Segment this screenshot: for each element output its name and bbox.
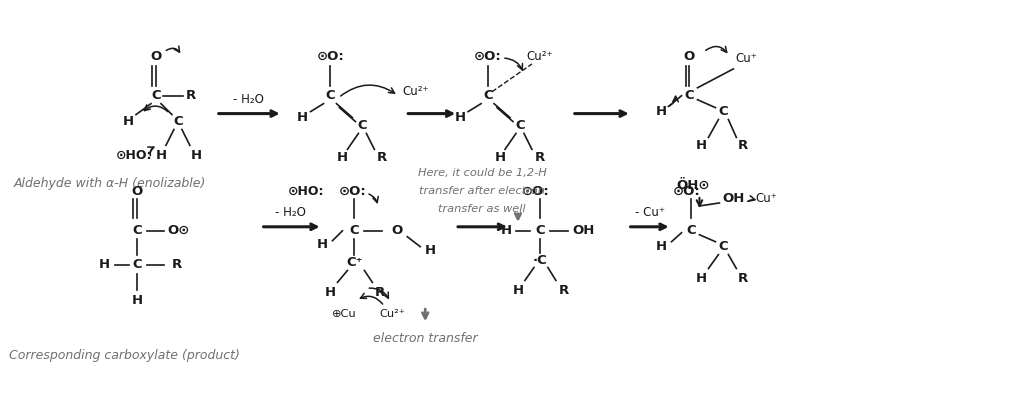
Text: ⊙O:: ⊙O: (474, 49, 501, 62)
Text: H: H (132, 294, 143, 307)
Text: - H₂O: - H₂O (233, 93, 264, 106)
Text: H: H (656, 240, 668, 253)
Text: OH: OH (722, 192, 745, 205)
Text: H: H (696, 139, 707, 152)
Text: H: H (513, 284, 524, 297)
Text: OH: OH (572, 224, 595, 237)
Text: ⊙O:: ⊙O: (673, 184, 700, 198)
Text: H: H (123, 115, 134, 128)
Text: R: R (172, 258, 182, 271)
Text: R: R (738, 139, 749, 152)
Text: Here, it could be 1,2-H: Here, it could be 1,2-H (417, 168, 546, 178)
Text: Cu⁺: Cu⁺ (756, 192, 777, 205)
Text: C: C (173, 115, 182, 128)
Text: Aldehyde with α-H (enolizable): Aldehyde with α-H (enolizable) (13, 177, 206, 190)
Text: H: H (424, 244, 436, 257)
Text: ⊙O:: ⊙O: (317, 49, 344, 62)
Text: ⊙O:: ⊙O: (338, 184, 367, 198)
Text: H: H (325, 286, 336, 299)
Text: ⊙HO:: ⊙HO: (289, 184, 325, 198)
Text: C: C (325, 89, 335, 102)
Text: R: R (559, 284, 569, 297)
Text: ⊙O:: ⊙O: (522, 184, 550, 198)
Text: H: H (696, 272, 707, 285)
Text: H: H (494, 151, 505, 164)
Text: H: H (190, 149, 202, 162)
Text: electron transfer: electron transfer (373, 333, 477, 346)
Text: C: C (685, 89, 694, 102)
Text: R: R (375, 286, 386, 299)
Text: H: H (455, 111, 466, 124)
Text: C: C (133, 224, 142, 237)
Text: transfer as well: transfer as well (439, 204, 526, 214)
Text: O: O (150, 49, 162, 62)
Text: C: C (535, 224, 545, 237)
Text: Cu²⁺: Cu²⁺ (527, 49, 553, 62)
Text: H: H (337, 151, 348, 164)
Text: C: C (151, 89, 161, 102)
Text: C: C (687, 224, 696, 237)
Text: O: O (132, 184, 143, 198)
Text: C: C (718, 240, 728, 253)
Text: O: O (684, 49, 695, 62)
Text: ⊕Cu: ⊕Cu (332, 309, 357, 319)
Text: ⊙HO:: ⊙HO: (115, 149, 152, 162)
Text: R: R (738, 272, 749, 285)
Text: C⁺: C⁺ (346, 256, 363, 269)
Text: C: C (133, 258, 142, 271)
Text: R: R (377, 151, 387, 164)
Text: Corresponding carboxylate (product): Corresponding carboxylate (product) (9, 350, 240, 362)
Text: H: H (317, 238, 328, 251)
Text: ÖH⊙: ÖH⊙ (677, 179, 710, 192)
Text: H: H (500, 224, 512, 237)
Text: R: R (535, 151, 545, 164)
Text: O⊙: O⊙ (168, 224, 190, 237)
Text: C: C (358, 119, 367, 132)
Text: - Cu⁺: - Cu⁺ (634, 207, 665, 219)
Text: O: O (392, 224, 403, 237)
Text: Cu²⁺: Cu²⁺ (402, 85, 428, 98)
Text: Cu²⁺: Cu²⁺ (380, 309, 405, 319)
Text: C: C (718, 105, 728, 118)
Text: C: C (483, 89, 493, 102)
Text: ·C: ·C (533, 254, 547, 267)
Text: H: H (297, 111, 308, 124)
Text: H: H (656, 105, 668, 118)
Text: transfer after electron: transfer after electron (419, 186, 545, 196)
Text: Cu⁺: Cu⁺ (735, 53, 758, 66)
Text: R: R (185, 89, 196, 102)
Text: H: H (98, 258, 109, 271)
Text: C: C (349, 224, 360, 237)
Text: C: C (516, 119, 525, 132)
Text: H: H (155, 149, 166, 162)
Text: - H₂O: - H₂O (276, 207, 306, 219)
